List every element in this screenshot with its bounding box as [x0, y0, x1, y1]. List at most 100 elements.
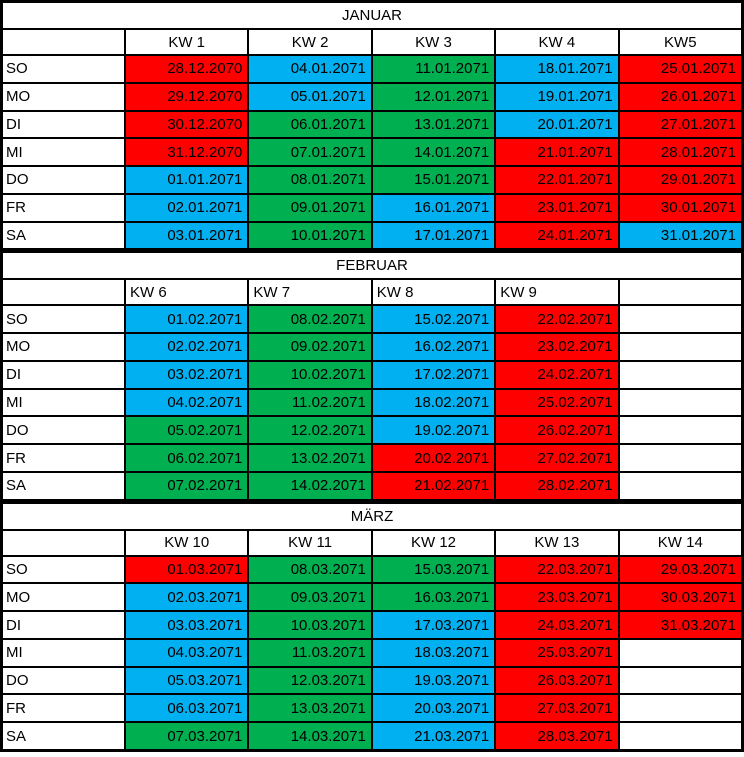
day-label-cell[interactable]: FR — [3, 194, 124, 221]
date-cell[interactable]: 26.01.2071 — [619, 83, 741, 110]
date-cell[interactable]: 06.03.2071 — [126, 695, 248, 722]
day-label-cell[interactable]: MI — [3, 639, 124, 666]
date-cell[interactable]: 12.02.2071 — [249, 417, 371, 444]
date-cell[interactable] — [619, 334, 741, 360]
week-header-cell[interactable]: KW 11 — [249, 530, 371, 555]
week-header-cell[interactable]: KW 6 — [126, 280, 248, 305]
date-cell[interactable]: 09.01.2071 — [249, 194, 371, 221]
date-cell[interactable]: 04.01.2071 — [249, 56, 371, 82]
date-cell[interactable]: 14.01.2071 — [372, 139, 495, 166]
date-cell[interactable] — [619, 306, 741, 333]
day-label-cell[interactable]: SO — [3, 306, 124, 333]
day-label-cell[interactable]: SA — [3, 222, 124, 249]
date-cell[interactable]: 10.03.2071 — [249, 612, 371, 638]
date-cell[interactable] — [619, 639, 741, 666]
date-cell[interactable] — [619, 417, 741, 444]
date-cell[interactable] — [619, 389, 741, 416]
corner-cell[interactable] — [3, 30, 124, 54]
date-cell[interactable]: 21.02.2071 — [372, 472, 495, 499]
day-label-cell[interactable]: DO — [3, 167, 124, 193]
date-cell[interactable] — [619, 667, 741, 694]
day-label-cell[interactable]: DO — [3, 667, 124, 694]
day-label-cell[interactable]: MI — [3, 389, 124, 416]
date-cell[interactable]: 11.02.2071 — [249, 389, 371, 416]
date-cell[interactable]: 25.02.2071 — [496, 389, 618, 416]
date-cell[interactable]: 01.03.2071 — [126, 556, 248, 583]
week-header-cell[interactable]: KW 8 — [372, 280, 495, 305]
date-cell[interactable]: 12.01.2071 — [372, 83, 495, 110]
week-header-cell[interactable]: KW 9 — [496, 280, 618, 305]
date-cell[interactable]: 30.12.2070 — [126, 111, 248, 138]
date-cell[interactable]: 14.02.2071 — [249, 472, 371, 499]
date-cell[interactable]: 24.03.2071 — [496, 612, 618, 638]
date-cell[interactable]: 23.01.2071 — [496, 194, 618, 221]
date-cell[interactable]: 03.02.2071 — [126, 361, 248, 388]
week-header-cell[interactable] — [619, 280, 741, 305]
date-cell[interactable] — [619, 445, 741, 471]
date-cell[interactable]: 29.12.2070 — [126, 83, 248, 110]
date-cell[interactable]: 08.01.2071 — [249, 167, 371, 193]
week-header-cell[interactable]: KW 4 — [496, 30, 618, 54]
date-cell[interactable]: 13.03.2071 — [249, 695, 371, 722]
day-label-cell[interactable]: MO — [3, 334, 124, 360]
week-header-cell[interactable]: KW 10 — [126, 530, 248, 555]
date-cell[interactable]: 29.01.2071 — [619, 167, 741, 193]
date-cell[interactable]: 15.03.2071 — [372, 556, 495, 583]
date-cell[interactable]: 07.01.2071 — [249, 139, 371, 166]
date-cell[interactable]: 16.03.2071 — [372, 584, 495, 611]
week-header-cell[interactable]: KW 3 — [372, 30, 495, 54]
day-label-cell[interactable]: SA — [3, 723, 124, 749]
date-cell[interactable]: 07.02.2071 — [126, 472, 248, 499]
date-cell[interactable]: 28.01.2071 — [619, 139, 741, 166]
date-cell[interactable]: 22.03.2071 — [496, 556, 618, 583]
month-title-cell[interactable]: JANUAR — [3, 3, 741, 28]
day-label-cell[interactable]: MO — [3, 584, 124, 611]
date-cell[interactable] — [619, 361, 741, 388]
date-cell[interactable]: 17.02.2071 — [372, 361, 495, 388]
date-cell[interactable]: 18.02.2071 — [372, 389, 495, 416]
date-cell[interactable]: 23.03.2071 — [496, 584, 618, 611]
week-header-cell[interactable]: KW 13 — [496, 530, 618, 555]
date-cell[interactable]: 25.01.2071 — [619, 56, 741, 82]
date-cell[interactable]: 04.03.2071 — [126, 639, 248, 666]
date-cell[interactable] — [619, 723, 741, 749]
date-cell[interactable]: 16.01.2071 — [372, 194, 495, 221]
date-cell[interactable]: 30.01.2071 — [619, 194, 741, 221]
day-label-cell[interactable]: SO — [3, 556, 124, 583]
date-cell[interactable]: 01.02.2071 — [126, 306, 248, 333]
date-cell[interactable]: 31.01.2071 — [619, 222, 741, 249]
date-cell[interactable]: 16.02.2071 — [372, 334, 495, 360]
corner-cell[interactable] — [3, 280, 124, 305]
date-cell[interactable]: 02.01.2071 — [126, 194, 248, 221]
date-cell[interactable]: 06.01.2071 — [249, 111, 371, 138]
date-cell[interactable]: 18.01.2071 — [496, 56, 618, 82]
week-header-cell[interactable]: KW 2 — [249, 30, 371, 54]
day-label-cell[interactable]: SA — [3, 472, 124, 499]
date-cell[interactable] — [619, 695, 741, 722]
date-cell[interactable]: 13.01.2071 — [372, 111, 495, 138]
date-cell[interactable]: 11.01.2071 — [372, 56, 495, 82]
week-header-cell[interactable]: KW 7 — [249, 280, 371, 305]
date-cell[interactable]: 31.12.2070 — [126, 139, 248, 166]
date-cell[interactable]: 24.02.2071 — [496, 361, 618, 388]
date-cell[interactable]: 17.03.2071 — [372, 612, 495, 638]
date-cell[interactable]: 06.02.2071 — [126, 445, 248, 471]
day-label-cell[interactable]: FR — [3, 445, 124, 471]
month-title-cell[interactable]: MÄRZ — [3, 503, 741, 529]
week-header-cell[interactable]: KW5 — [619, 30, 741, 54]
date-cell[interactable]: 26.02.2071 — [496, 417, 618, 444]
date-cell[interactable]: 01.01.2071 — [126, 167, 248, 193]
date-cell[interactable]: 23.02.2071 — [496, 334, 618, 360]
corner-cell[interactable] — [3, 530, 124, 555]
date-cell[interactable]: 02.02.2071 — [126, 334, 248, 360]
date-cell[interactable]: 29.03.2071 — [619, 556, 741, 583]
date-cell[interactable]: 25.03.2071 — [496, 639, 618, 666]
date-cell[interactable]: 03.01.2071 — [126, 222, 248, 249]
day-label-cell[interactable]: DO — [3, 417, 124, 444]
day-label-cell[interactable]: DI — [3, 612, 124, 638]
day-label-cell[interactable]: MI — [3, 139, 124, 166]
date-cell[interactable]: 09.02.2071 — [249, 334, 371, 360]
date-cell[interactable]: 30.03.2071 — [619, 584, 741, 611]
date-cell[interactable]: 02.03.2071 — [126, 584, 248, 611]
date-cell[interactable]: 08.03.2071 — [249, 556, 371, 583]
